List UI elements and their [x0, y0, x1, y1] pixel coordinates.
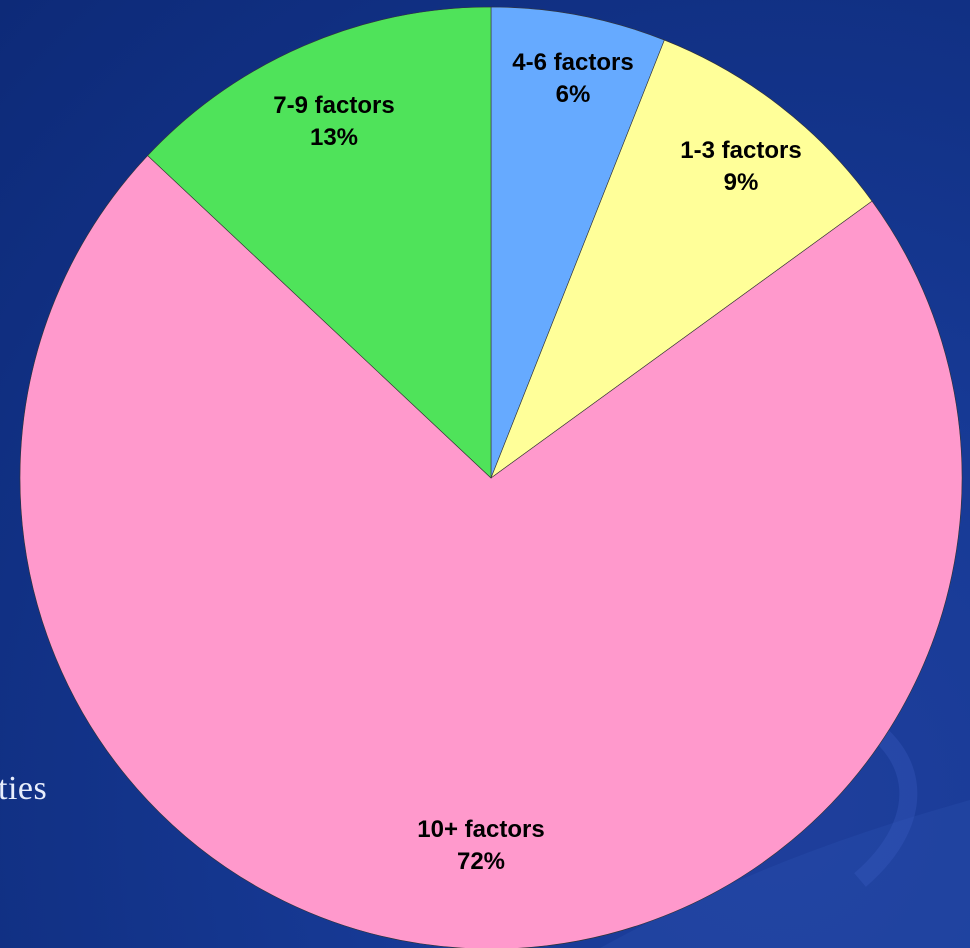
slice-label: 10+ factors 72% [417, 816, 544, 875]
slice-label-name: 1-3 factors [680, 137, 801, 164]
slice-label: 4-6 factors 6% [512, 49, 633, 108]
pie-slice-4-6-factors [490, 6, 665, 479]
pie-slice-10-factors [19, 155, 963, 948]
slide-text-fragment: ties [0, 770, 48, 807]
slice-label-percent: 9% [724, 169, 759, 196]
slice-label-percent: 13% [310, 124, 358, 151]
slice-label: 7-9 factors 13% [273, 92, 394, 151]
slice-label-percent: 6% [556, 81, 591, 108]
pie-labels: 4-6 factors 6% 1-3 factors 9% 10+ factors 72%… [273, 49, 801, 875]
slice-label-name: 7-9 factors [273, 92, 394, 119]
slice-label-name: 10+ factors [417, 816, 544, 843]
pie-slice-1-3-factors [490, 39, 873, 479]
slice-label: 1-3 factors 9% [680, 137, 801, 196]
pie-slices [19, 6, 963, 948]
slice-label-percent: 72% [457, 848, 505, 875]
pie-slice-7-9-factors [147, 6, 492, 479]
slice-label-name: 4-6 factors [512, 49, 633, 76]
